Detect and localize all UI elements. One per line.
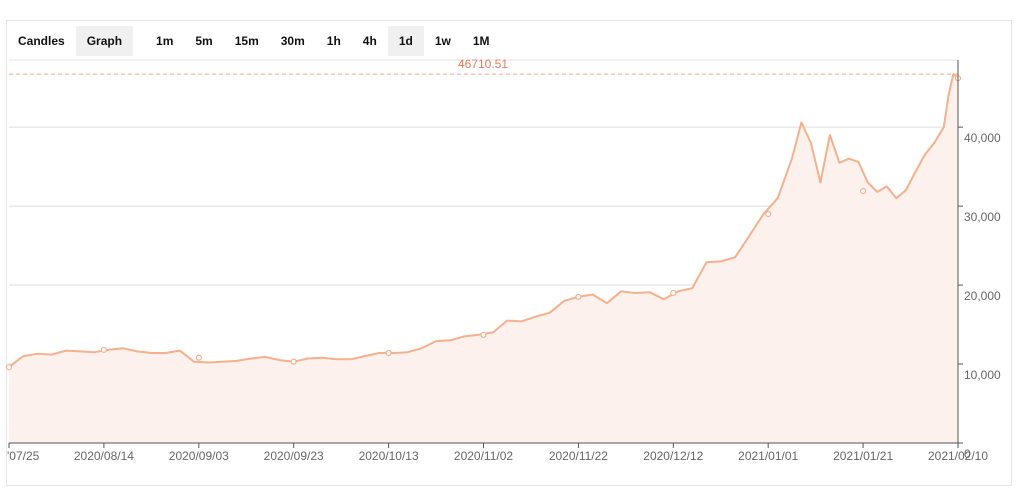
data-point	[290, 358, 297, 365]
data-point	[859, 187, 867, 195]
y-tick-label: 40,000	[964, 131, 1001, 145]
x-tick-label: 2020/09/23	[264, 449, 324, 463]
y-tick-label: 0	[964, 447, 971, 461]
interval-1M-button[interactable]: 1M	[472, 33, 490, 48]
toolbar: Candles Graph 1m 5m 15m 30m 1h 4h 1d 1w …	[7, 21, 501, 58]
data-point	[670, 289, 677, 297]
x-tick-label: 2020/10/13	[359, 449, 419, 463]
x-tick-label: 2020/12/12	[643, 449, 703, 463]
y-tick-label: 20,000	[964, 289, 1001, 303]
interval-30m-button[interactable]: 30m	[280, 33, 305, 48]
y-tick-label: 30,000	[964, 210, 1001, 224]
data-point	[575, 293, 582, 301]
x-tick-label: 2020/11/22	[549, 449, 608, 463]
interval-4h-button[interactable]: 4h	[362, 33, 377, 48]
x-tick-label: 2021/02/10	[928, 449, 988, 463]
interval-1w-button[interactable]: 1w	[434, 33, 451, 48]
interval-1m-button[interactable]: 1m	[156, 33, 174, 48]
data-point	[195, 354, 202, 361]
data-point	[765, 210, 772, 218]
data-point	[385, 349, 392, 357]
data-point	[100, 346, 108, 353]
series-area	[9, 74, 958, 443]
data-point	[480, 331, 487, 338]
x-tick-label: 2021/01/01	[738, 449, 798, 463]
x-tick-label: 2020/08/14	[74, 449, 134, 463]
x-tick-label: '07/25	[7, 449, 40, 463]
interval-5m-button[interactable]: 5m	[195, 33, 213, 48]
interval-1h-button[interactable]: 1h	[326, 33, 341, 48]
x-tick-label: 2020/09/03	[169, 449, 229, 463]
interval-15m-button[interactable]: 15m	[234, 33, 259, 48]
x-tick-label: 2021/01/21	[833, 449, 893, 463]
y-tick-label: 10,000	[964, 368, 1001, 382]
series-line	[8, 73, 959, 368]
x-tick-label: 2020/11/02	[454, 449, 513, 463]
graph-button[interactable]: Graph	[75, 25, 134, 56]
reference-label: 46710.51	[458, 57, 508, 71]
data-point	[5, 364, 13, 371]
interval-1d-button[interactable]: 1d	[387, 25, 424, 56]
candles-button[interactable]: Candles	[18, 33, 65, 48]
